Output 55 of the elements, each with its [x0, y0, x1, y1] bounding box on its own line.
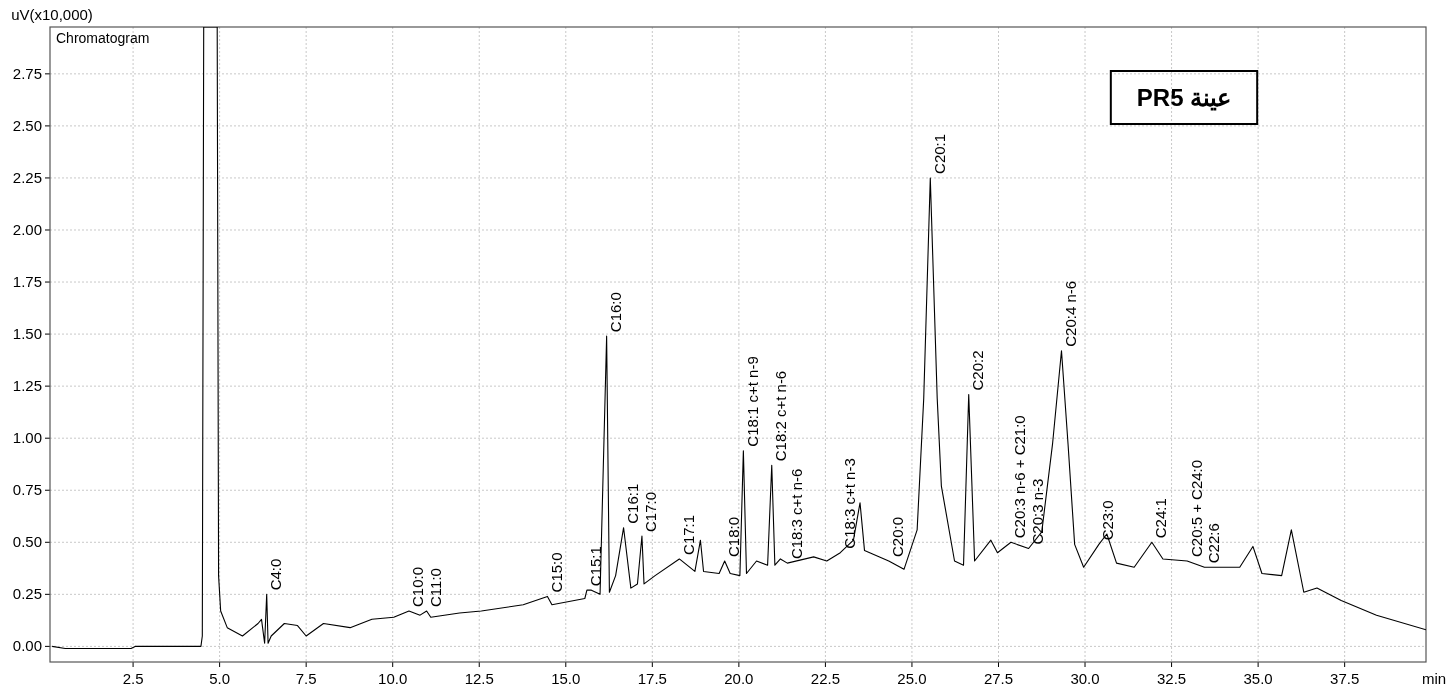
annotation: C20:4 n-6 — [1061, 280, 1079, 347]
annotation: C20:0 — [889, 516, 907, 558]
annotation: عينة PR5 — [1136, 84, 1232, 111]
annotation: C16:1 — [624, 483, 642, 524]
y-tick-label: 2.75 — [12, 64, 42, 82]
x-tick-label: 10.0 — [378, 670, 408, 687]
annotation: C20:5 + C24:0 — [1187, 459, 1205, 558]
annotation: C11:0 — [427, 568, 445, 607]
annotation: C24:1 — [1152, 498, 1170, 539]
annotation: C18:1 c+t n-9 — [743, 356, 761, 447]
x-tick-label: 22.5 — [810, 670, 841, 687]
y-tick-label: 1.50 — [12, 325, 42, 343]
annotation: C15:0 — [547, 552, 565, 593]
annotation: C17:0 — [642, 492, 660, 533]
y-tick-label: 1.75 — [12, 273, 42, 291]
y-tick-label: 2.50 — [12, 116, 42, 134]
y-tick-label: 1.25 — [12, 377, 42, 395]
annotation: C10:0 — [409, 566, 427, 607]
annotation: C20:2 — [969, 350, 987, 391]
x-tick-label: 2.5 — [122, 670, 144, 687]
annotation: C4:0 — [267, 558, 285, 591]
y-tick-label: 2.25 — [12, 168, 42, 186]
x-tick-label: 12.5 — [464, 670, 494, 687]
x-axis-title: min — [1421, 670, 1447, 687]
annotation: C20:3 n-6 + C21:0 — [1011, 415, 1029, 539]
y-axis-title: uV(x10,000) — [11, 6, 93, 23]
annotation: C15:1 — [587, 546, 605, 587]
annotation: C23:0 — [1099, 500, 1117, 541]
y-tick-label: 2.00 — [12, 220, 42, 238]
y-tick-label: 0.25 — [12, 585, 42, 603]
annotation: C20:3 n-3 — [1029, 478, 1047, 545]
y-tick-label: 1.00 — [12, 429, 42, 447]
x-tick-label: 32.5 — [1156, 670, 1187, 687]
x-tick-label: 20.0 — [724, 670, 754, 687]
y-tick-label: 0.50 — [12, 533, 42, 551]
x-tick-label: 5.0 — [209, 670, 231, 687]
annotation: C20:1 — [930, 133, 948, 174]
x-tick-label: 35.0 — [1243, 670, 1273, 687]
y-tick-label: 0.75 — [12, 481, 42, 499]
annotation: C18:3 c+t n-3 — [840, 458, 858, 549]
annotation: Chromatogram — [56, 30, 150, 46]
annotation: C17:1 — [679, 514, 697, 555]
x-tick-label: 37.5 — [1330, 670, 1360, 687]
x-tick-label: 30.0 — [1070, 670, 1100, 687]
annotation: C18:2 c+t n-6 — [772, 370, 790, 462]
y-tick-label: 0.00 — [12, 637, 42, 655]
annotation: C16:0 — [607, 292, 625, 333]
annotation: C18:0 — [725, 516, 743, 558]
x-tick-label: 7.5 — [295, 670, 317, 687]
x-tick-label: 27.5 — [983, 670, 1014, 687]
annotation: C18:3 c+t n-6 — [787, 468, 805, 560]
annotation: C22:6 — [1204, 523, 1222, 564]
x-tick-label: 25.0 — [897, 670, 927, 687]
x-tick-label: 15.0 — [551, 670, 581, 687]
x-tick-label: 17.5 — [637, 670, 667, 687]
